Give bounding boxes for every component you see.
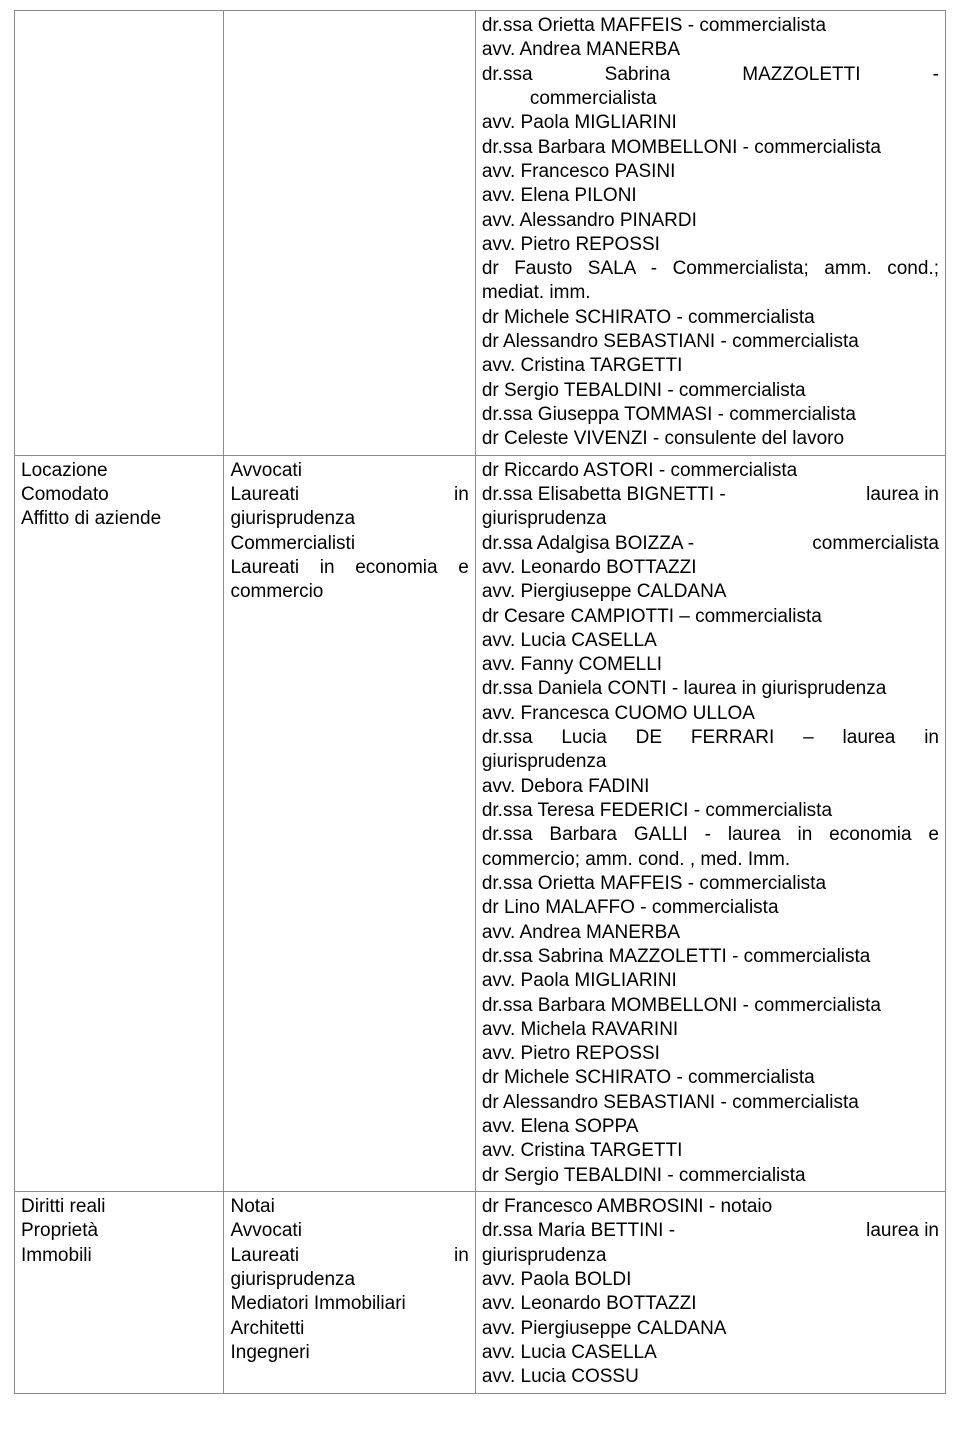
subject-cell: LocazioneComodatoAffitto di aziende — [15, 455, 224, 1191]
person-entry: avv. Paola BOLDI — [482, 1268, 939, 1292]
person-entry: avv. Lucia COSSU — [482, 1365, 939, 1389]
person-entry: dr Sergio TEBALDINI - commercialista — [482, 379, 939, 403]
entry-right: laurea in — [866, 483, 939, 507]
person-entry: avv. Leonardo BOTTAZZI — [482, 1292, 939, 1316]
person-entry: dr.ssa Sabrina MAZZOLETTI - commercialis… — [482, 945, 939, 969]
person-entry: giurisprudenza — [482, 1244, 939, 1268]
person-entry: dr.ssa Barbara GALLI - laurea in economi… — [482, 823, 939, 847]
person-entry: dr.ssa Maria BETTINI - laurea in — [482, 1219, 939, 1243]
names-cell: dr.ssa Orietta MAFFEIS - commercialistaa… — [475, 11, 945, 456]
category-cell: AvvocatiLaureati ingiurisprudenzaCommerc… — [224, 455, 475, 1191]
person-entry: avv. Paola MIGLIARINI — [482, 969, 939, 993]
person-entry: dr.ssa Orietta MAFFEIS - commercialista — [482, 872, 939, 896]
category-line: Notai — [230, 1195, 468, 1219]
category-line: Commercialisti — [230, 532, 468, 556]
person-entry: giurisprudenza — [482, 750, 939, 774]
person-entry: dr Fausto SALA - Commercialista; amm. co… — [482, 257, 939, 281]
person-entry: dr Alessandro SEBASTIANI - commercialist… — [482, 330, 939, 354]
person-entry: avv. Lucia CASELLA — [482, 1341, 939, 1365]
table-row: dr.ssa Orietta MAFFEIS - commercialistaa… — [15, 11, 946, 456]
category-line: Laureati in — [230, 483, 468, 507]
entry-left: dr.ssa Elisabetta BIGNETTI - — [482, 484, 726, 505]
person-entry: commercio; amm. cond. , med. Imm. — [482, 848, 939, 872]
document-table: dr.ssa Orietta MAFFEIS - commercialistaa… — [14, 10, 946, 1394]
category-line: Ingegneri — [230, 1341, 468, 1365]
person-entry: avv. Pietro REPOSSI — [482, 233, 939, 257]
entry-left: dr.ssa Maria BETTINI - — [482, 1220, 675, 1241]
person-entry: dr Riccardo ASTORI - commercialista — [482, 459, 939, 483]
person-entry: giurisprudenza — [482, 507, 939, 531]
subject-line: Immobili — [21, 1244, 217, 1268]
category-line: Laureati in economia e — [230, 556, 468, 580]
category-cell: NotaiAvvocatiLaureati ingiurisprudenzaMe… — [224, 1192, 475, 1394]
person-entry: dr.ssa Elisabetta BIGNETTI - laurea in — [482, 483, 939, 507]
subject-line: Locazione — [21, 459, 217, 483]
person-entry: dr.ssa Teresa FEDERICI - commercialista — [482, 799, 939, 823]
person-entry: avv. Piergiuseppe CALDANA — [482, 580, 939, 604]
category-line: Avvocati — [230, 1219, 468, 1243]
category-line: Mediatori Immobiliari — [230, 1292, 468, 1316]
person-entry: avv. Cristina TARGETTI — [482, 354, 939, 378]
category-line: giurisprudenza — [230, 507, 468, 531]
person-entry: dr.ssa Sabrina MAZZOLETTI - — [482, 63, 939, 87]
category-line: giurisprudenza — [230, 1268, 468, 1292]
entry-right: laurea in — [866, 1219, 939, 1243]
person-entry: dr.ssa Barbara MOMBELLONI - commercialis… — [482, 994, 939, 1018]
subject-line: Affitto di aziende — [21, 507, 217, 531]
subject-cell: Diritti realiProprietàImmobili — [15, 1192, 224, 1394]
person-entry: avv. Fanny COMELLI — [482, 653, 939, 677]
table-row: LocazioneComodatoAffitto di aziendeAvvoc… — [15, 455, 946, 1191]
person-entry: dr.ssa Lucia DE FERRARI – laurea in — [482, 726, 939, 750]
entry-right: commercialista — [812, 532, 939, 556]
person-entry: avv. Andrea MANERBA — [482, 921, 939, 945]
entry-left: dr.ssa Adalgisa BOIZZA - — [482, 533, 694, 554]
person-entry: avv. Michela RAVARINI — [482, 1018, 939, 1042]
document-page: dr.ssa Orietta MAFFEIS - commercialistaa… — [0, 0, 960, 1404]
person-entry: dr.ssa Orietta MAFFEIS - commercialista — [482, 14, 939, 38]
person-entry: avv. Elena PILONI — [482, 184, 939, 208]
category-cell — [224, 11, 475, 456]
person-entry: avv. Piergiuseppe CALDANA — [482, 1317, 939, 1341]
person-entry: dr Michele SCHIRATO - commercialista — [482, 306, 939, 330]
person-entry: dr Alessandro SEBASTIANI - commercialist… — [482, 1091, 939, 1115]
person-entry: dr Francesco AMBROSINI - notaio — [482, 1195, 939, 1219]
table-row: Diritti realiProprietàImmobiliNotaiAvvoc… — [15, 1192, 946, 1394]
person-entry: avv. Alessandro PINARDI — [482, 209, 939, 233]
person-entry: avv. Leonardo BOTTAZZI — [482, 556, 939, 580]
names-cell: dr Riccardo ASTORI - commercialistadr.ss… — [475, 455, 945, 1191]
subject-line: Comodato — [21, 483, 217, 507]
person-entry: mediat. imm. — [482, 281, 939, 305]
subject-cell — [15, 11, 224, 456]
person-entry: dr Michele SCHIRATO - commercialista — [482, 1066, 939, 1090]
person-entry: avv. Francesca CUOMO ULLOA — [482, 702, 939, 726]
names-cell: dr Francesco AMBROSINI - notaiodr.ssa Ma… — [475, 1192, 945, 1394]
person-entry: dr Celeste VIVENZI - consulente del lavo… — [482, 427, 939, 451]
person-entry: dr Cesare CAMPIOTTI – commercialista — [482, 605, 939, 629]
person-entry: dr.ssa Adalgisa BOIZZA - commercialista — [482, 532, 939, 556]
person-entry: avv. Lucia CASELLA — [482, 629, 939, 653]
subject-line: Proprietà — [21, 1219, 217, 1243]
category-line: Laureati in — [230, 1244, 468, 1268]
subject-line: Diritti reali — [21, 1195, 217, 1219]
category-line: Architetti — [230, 1317, 468, 1341]
person-entry: dr Lino MALAFFO - commercialista — [482, 896, 939, 920]
person-entry: dr.ssa Giuseppa TOMMASI - commercialista — [482, 403, 939, 427]
person-entry: avv. Debora FADINI — [482, 775, 939, 799]
person-entry: dr.ssa Barbara MOMBELLONI - commercialis… — [482, 136, 939, 160]
category-line: commercio — [230, 580, 468, 604]
person-entry: commercialista — [482, 87, 939, 111]
person-entry: avv. Cristina TARGETTI — [482, 1139, 939, 1163]
person-entry: avv. Pietro REPOSSI — [482, 1042, 939, 1066]
person-entry: avv. Francesco PASINI — [482, 160, 939, 184]
category-line: Avvocati — [230, 459, 468, 483]
person-entry: avv. Paola MIGLIARINI — [482, 111, 939, 135]
person-entry: dr.ssa Daniela CONTI - laurea in giurisp… — [482, 677, 939, 701]
person-entry: avv. Andrea MANERBA — [482, 38, 939, 62]
person-entry: avv. Elena SOPPA — [482, 1115, 939, 1139]
person-entry: dr Sergio TEBALDINI - commercialista — [482, 1164, 939, 1188]
